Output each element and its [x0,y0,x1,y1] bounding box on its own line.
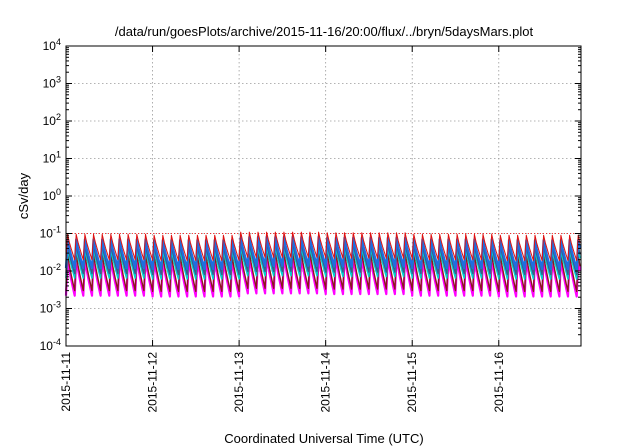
series-layer [64,231,582,298]
axis-layer: 10-4 10-3 10-2 10-1 100 101 102 103 104 2015-11-1… [40,37,581,413]
chart-title: /data/run/goesPlots/archive/2015-11-16/2… [115,24,534,39]
x-tick-label: 2015-11-15 [405,352,419,413]
y-tick-label: 10-2 [40,262,61,278]
y-tick-label: 10-4 [40,337,61,353]
x-tick-label: 2015-11-14 [319,352,333,413]
grid-layer [66,45,581,347]
y-tick-label: 10-3 [40,300,61,316]
y-tick-label: 10-1 [40,225,61,241]
x-tick-label: 2015-11-11 [59,352,73,412]
y-tick-label: 100 [43,187,61,203]
y-tick-label: 103 [43,75,61,91]
x-tick-label: 2015-11-12 [146,352,160,413]
series-cyan-line [65,245,581,280]
series-slate-line [65,241,581,276]
y-tick-label: 104 [43,37,61,53]
y-axis-label: cSv/day [16,172,31,219]
series-dark-red-line [65,251,581,293]
y-tick-label: 101 [43,150,61,166]
y-tick-label: 102 [43,112,61,128]
plot-frame [65,45,582,347]
x-tick-label: 2015-11-16 [492,352,506,413]
series-red-line [65,231,581,261]
x-axis-label: Coordinated Universal Time (UTC) [224,431,423,446]
series-magenta-line [64,254,582,298]
series-blue-line [64,235,582,270]
x-tick-label: 2015-11-13 [232,352,246,413]
